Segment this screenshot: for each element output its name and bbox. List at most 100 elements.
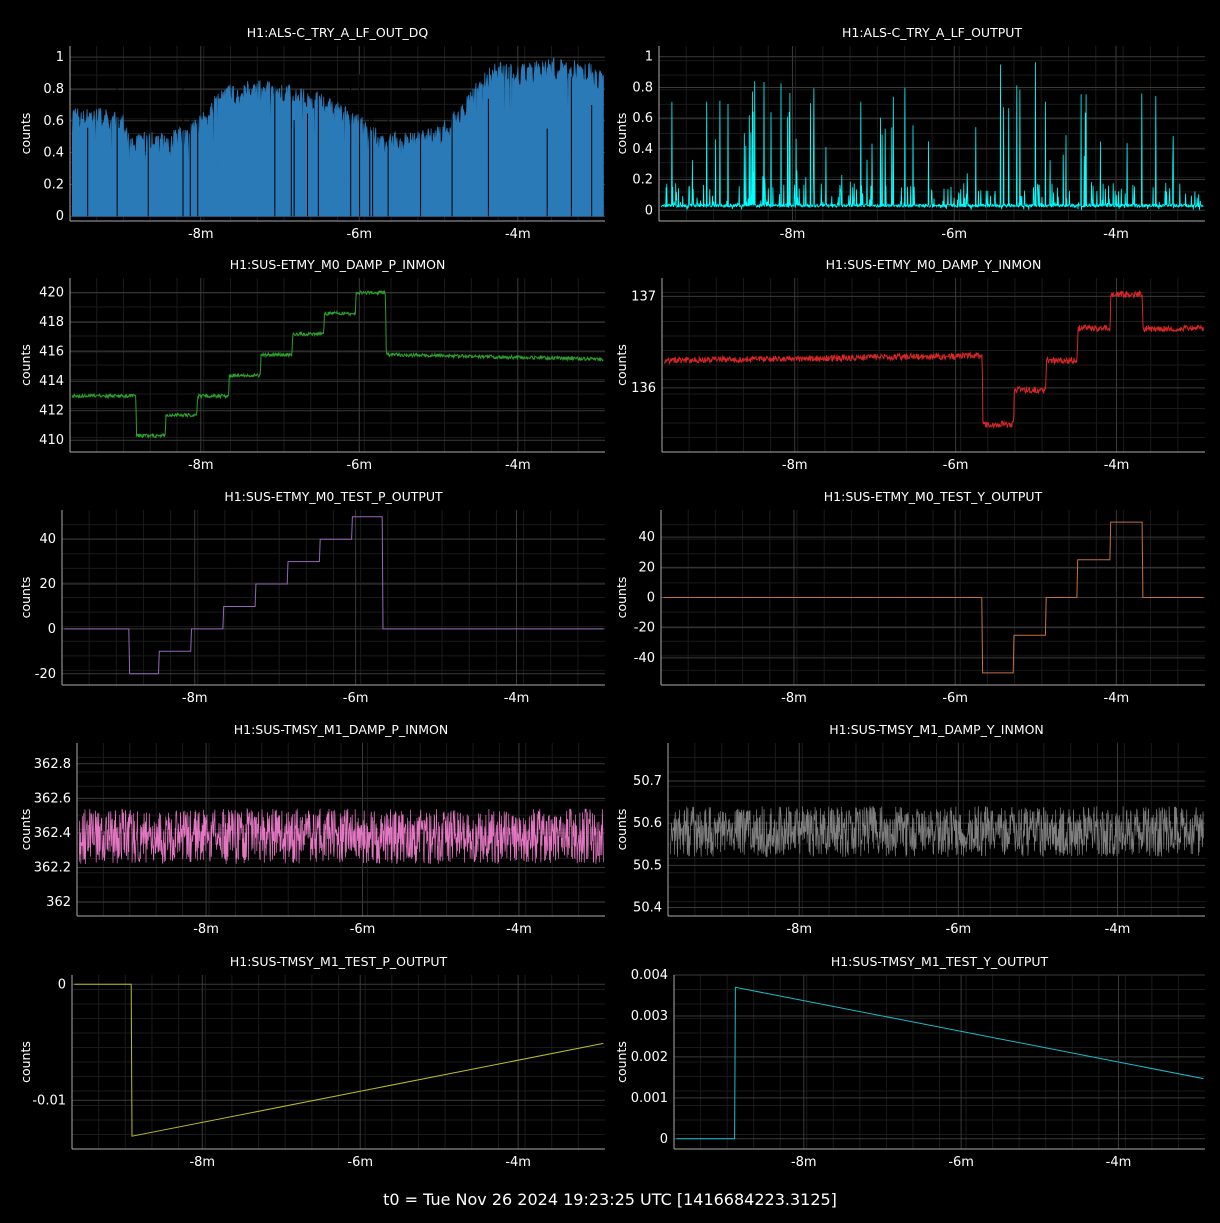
y-tick-label: 1 — [645, 50, 653, 65]
x-tick-label: -6m — [343, 691, 369, 706]
series-area — [71, 56, 604, 217]
y-tick-label: 0 — [645, 203, 653, 218]
y-tick-label: 0.004 — [631, 968, 668, 983]
x-tick-label: -8m — [189, 1155, 215, 1170]
x-tick-label: -4m — [505, 458, 531, 473]
y-tick-label: -40 — [634, 651, 655, 666]
series-line — [71, 289, 604, 439]
chart-title: H1:SUS-ETMY_M0_DAMP_P_INMON — [230, 257, 446, 272]
y-tick-label: 1 — [56, 50, 64, 65]
series-line — [661, 62, 1204, 211]
chart-title: H1:SUS-TMSY_M1_DAMP_Y_INMON — [829, 722, 1044, 737]
y-tick-label: 0.4 — [632, 142, 653, 157]
x-tick-label: -6m — [941, 227, 967, 242]
chart-title: H1:SUS-ETMY_M0_TEST_Y_OUTPUT — [824, 489, 1043, 504]
y-tick-label: 20 — [638, 560, 655, 575]
series-line — [663, 521, 1204, 674]
x-tick-label: -4m — [505, 1155, 531, 1170]
chart-title: H1:SUS-TMSY_M1_DAMP_P_INMON — [234, 722, 449, 737]
y-tick-label: 0.003 — [631, 1009, 668, 1024]
y-tick-label: 50.4 — [633, 901, 662, 916]
x-tick-label: -6m — [346, 458, 372, 473]
chart-title: H1:SUS-ETMY_M0_DAMP_Y_INMON — [826, 257, 1042, 272]
chart-title: H1:ALS-C_TRY_A_LF_OUT_DQ — [247, 25, 429, 40]
x-tick-label: -6m — [346, 227, 372, 242]
series-line — [663, 290, 1204, 430]
y-tick-label: 0.8 — [632, 80, 653, 95]
chart-panel: -8m -6m -4m 0 -0.01 H1:SUS-TMSY_M1_TEST_P_OUT… — [18, 954, 605, 1170]
x-tick-label: -6m — [946, 922, 972, 937]
x-tick-label: -4m — [505, 227, 531, 242]
series-line — [670, 806, 1204, 858]
x-tick-label: -6m — [350, 922, 376, 937]
y-axis-label: counts — [614, 1041, 629, 1083]
y-tick-label: 418 — [39, 315, 64, 330]
y-tick-label: 0.6 — [43, 114, 64, 129]
y-tick-label: 0 — [58, 977, 66, 992]
chart-panel: -8m -6m -4m 410 412 414 416 418 420 H1:SUS-ETMY_M… — [18, 257, 605, 473]
y-tick-label: 40 — [39, 532, 56, 547]
x-tick-label: -6m — [943, 458, 969, 473]
y-tick-label: 0.001 — [631, 1091, 668, 1106]
series-line — [64, 516, 604, 675]
y-axis-label: counts — [18, 113, 33, 155]
x-tick-label: -4m — [1105, 922, 1131, 937]
chart-panel: -8m -6m -4m 50.4 50.5 50.6 50.7 H1:SUS-TMSY_M1_… — [614, 722, 1205, 937]
x-tick-label: -4m — [1106, 1155, 1132, 1170]
x-tick-label: -8m — [182, 691, 208, 706]
y-axis-label: counts — [614, 577, 629, 619]
y-tick-label: 420 — [39, 286, 64, 301]
y-tick-label: 0.6 — [632, 111, 653, 126]
chart-title: H1:SUS-TMSY_M1_TEST_Y_OUTPUT — [831, 954, 1049, 969]
y-tick-label: 410 — [39, 433, 64, 448]
y-tick-label: 50.6 — [633, 816, 662, 831]
y-tick-label: 362.2 — [34, 861, 71, 876]
x-tick-label: -4m — [1103, 227, 1129, 242]
chart-title: H1:ALS-C_TRY_A_LF_OUTPUT — [842, 25, 1022, 40]
y-axis-label: counts — [18, 809, 33, 851]
y-tick-label: 362.4 — [34, 826, 71, 841]
x-tick-label: -4m — [1104, 691, 1130, 706]
chart-panel: -8m -6m -4m -40 -20 0 20 40 H1:SUS-ETMY_M0_TEST_… — [614, 489, 1205, 706]
chart-panel: -8m -6m -4m 362 362.2 362.4 362.6 362.8 H1:SUS-T… — [18, 722, 605, 937]
x-tick-label: -8m — [188, 227, 214, 242]
x-tick-label: -8m — [791, 1155, 817, 1170]
x-tick-label: -8m — [193, 922, 219, 937]
y-tick-label: 50.5 — [633, 858, 662, 873]
x-tick-label: -6m — [347, 1155, 373, 1170]
x-tick-label: -8m — [781, 691, 807, 706]
y-axis-label: counts — [614, 809, 629, 851]
x-tick-label: -8m — [188, 458, 214, 473]
y-tick-label: 20 — [39, 577, 56, 592]
chart-panel: -8m -6m -4m 0 0.2 0.4 0.6 0.8 1 H1:ALS-C_TRY_A_LF… — [614, 25, 1205, 242]
chart-title: H1:SUS-TMSY_M1_TEST_P_OUTPUT — [230, 954, 448, 969]
x-tick-label: -4m — [1104, 458, 1130, 473]
y-axis-label: counts — [18, 1041, 33, 1083]
y-tick-label: 362 — [46, 895, 71, 910]
t0-footer: t0 = Tue Nov 26 2024 19:23:25 UTC [14166… — [383, 1190, 837, 1209]
y-axis-label: counts — [614, 344, 629, 386]
x-tick-label: -4m — [504, 691, 530, 706]
x-tick-label: -4m — [506, 922, 532, 937]
y-tick-label: 414 — [39, 374, 64, 389]
y-tick-label: 362.8 — [34, 757, 71, 772]
y-tick-label: 0.8 — [43, 82, 64, 97]
y-tick-label: 0.4 — [43, 146, 64, 161]
charts-grid: -8m -6m -4m 0 0.2 0.4 0.6 0.8 1 H1:ALS-C_TRY_A_LF… — [18, 25, 1205, 1170]
chart-panel: -8m -6m -4m 0 0.001 0.002 0.003 0.004 H1:SUS-TMS… — [614, 954, 1205, 1170]
series-line — [676, 986, 1204, 1140]
y-tick-label: 40 — [638, 530, 655, 545]
y-tick-label: 137 — [631, 289, 656, 304]
chart-title: H1:SUS-ETMY_M0_TEST_P_OUTPUT — [224, 489, 443, 504]
y-tick-label: 0.2 — [632, 173, 653, 188]
y-axis-label: counts — [18, 577, 33, 619]
y-tick-label: 50.7 — [633, 774, 662, 789]
y-tick-label: 136 — [631, 381, 656, 396]
y-tick-label: 416 — [39, 345, 64, 360]
y-axis-label: counts — [614, 113, 629, 155]
y-tick-label: 0 — [660, 1132, 668, 1147]
y-tick-label: 0 — [48, 622, 56, 637]
x-tick-label: -6m — [948, 1155, 974, 1170]
x-tick-label: -6m — [942, 691, 968, 706]
